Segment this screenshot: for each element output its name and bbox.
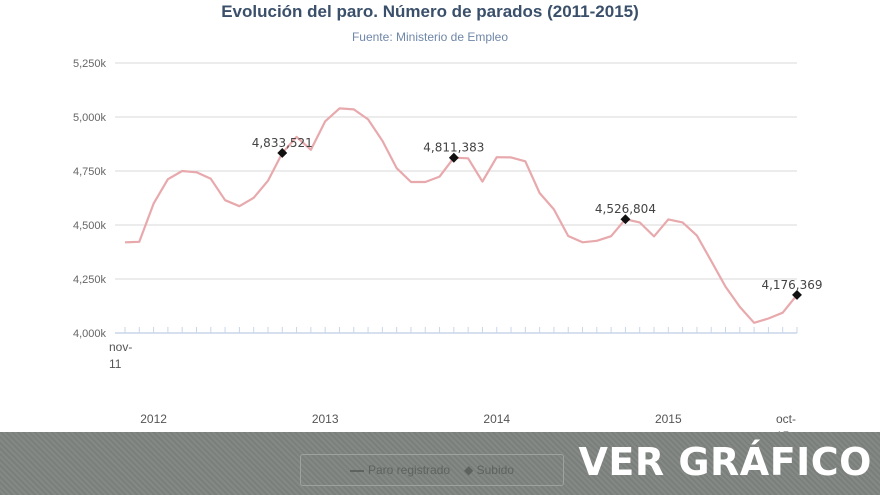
data-point-marker bbox=[277, 148, 288, 158]
x-end-label: oct-15 bbox=[776, 412, 796, 432]
x-year-label: 2015 bbox=[655, 412, 682, 426]
y-tick-label: 4,500k bbox=[73, 220, 107, 232]
x-start-label: nov-11 bbox=[109, 340, 132, 371]
ver-grafico-label[interactable]: VER GRÁFICO bbox=[578, 440, 872, 484]
y-tick-label: 4,000k bbox=[73, 328, 107, 340]
x-year-label: 2013 bbox=[312, 412, 339, 426]
data-point-marker bbox=[792, 289, 802, 300]
x-year-label: 2012 bbox=[140, 412, 167, 426]
data-point-label: 4,833,521 bbox=[252, 136, 313, 150]
data-point-label: 4,526,804 bbox=[595, 202, 656, 216]
data-point-label: 4,176,369 bbox=[761, 278, 822, 292]
y-tick-label: 4,250k bbox=[73, 274, 107, 286]
data-point-marker bbox=[448, 152, 459, 163]
data-point-marker bbox=[620, 214, 631, 225]
y-tick-label: 4,750k bbox=[73, 166, 107, 178]
data-point-label: 4,811,383 bbox=[423, 141, 484, 155]
chart-title: Evolución del paro. Número de parados (2… bbox=[221, 2, 639, 21]
chart-subtitle: Fuente: Ministerio de Empleo bbox=[351, 30, 509, 44]
y-tick-label: 5,250k bbox=[73, 58, 107, 70]
line-chart: 4,000k 4,250k 4,500k 4,750k 5,000k 5,250k nov… bbox=[73, 58, 823, 432]
legend-item-subido[interactable]: ◆ Subido bbox=[464, 463, 514, 477]
legend: Paro registrado ◆ Subido bbox=[300, 454, 564, 486]
cta-banner[interactable]: Paro registrado ◆ Subido VER GRÁFICO bbox=[0, 432, 880, 495]
x-year-label: 2014 bbox=[483, 412, 510, 426]
y-tick-label: 5,000k bbox=[73, 112, 107, 124]
legend-item-paro[interactable]: Paro registrado bbox=[350, 463, 450, 477]
series-line bbox=[124, 107, 798, 324]
